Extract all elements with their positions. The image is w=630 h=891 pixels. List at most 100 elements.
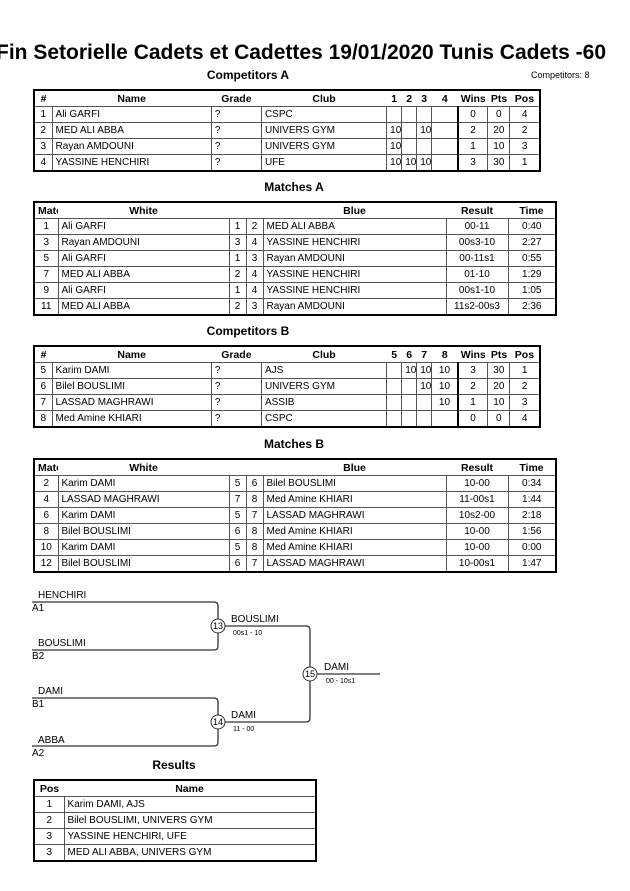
table-cell: MED ALI ABBA <box>51 122 212 139</box>
bracket-score: 00 - 10s1 <box>326 678 355 685</box>
table-row: 8 Med Amine KHIARI? CSPC 0 0 4 <box>33 410 541 428</box>
results-heading: Results <box>152 758 196 772</box>
column-header <box>246 202 263 219</box>
table-cell: 3 <box>456 154 489 172</box>
table-cell: UNIVERS GYM <box>260 138 388 155</box>
table-cell: 6 <box>33 378 53 395</box>
table-cell: 5 <box>228 507 247 524</box>
table-cell: ? <box>210 106 262 123</box>
column-header: # <box>40 92 47 105</box>
column-header: Wins <box>460 92 486 105</box>
match-number: 13 <box>213 621 223 631</box>
table-row: 2 MED ALI ABBA? UNIVERS GYM 10 10 2 20 2 <box>33 122 541 139</box>
header-row: Pos Name <box>34 780 316 797</box>
table-row: 6 Bilel BOUSLIMI? UNIVERS GYM 10 10 2 20 2 <box>33 378 541 395</box>
column-header: Result <box>460 461 494 474</box>
table-cell <box>386 362 403 379</box>
table-cell: MED ALI ABBA <box>57 298 230 316</box>
table-row: 4 LASSAD MAGHRAWI 7 8 Med Amine KHIARI 11-00s… <box>33 491 557 508</box>
table-cell: Bilel BOUSLIMI <box>262 475 447 492</box>
table-cell: 3 <box>509 138 541 155</box>
table-cell <box>431 410 459 428</box>
table-cell: 10 <box>431 378 459 395</box>
bracket-winner: BOUSLIMI <box>231 614 279 625</box>
table-cell: 3 <box>456 362 489 379</box>
column-header: Club <box>312 92 336 105</box>
table-cell: ? <box>210 410 262 428</box>
table-cell: 6 <box>228 523 247 540</box>
table-cell: 11 <box>33 298 59 316</box>
table-cell: 4 <box>33 491 59 508</box>
table-cell: 1 <box>33 106 53 123</box>
column-header: Name <box>117 92 146 105</box>
bracket-slot-name: HENCHIRI <box>38 590 86 601</box>
table-cell: Bilel BOUSLIMI <box>57 555 230 573</box>
table-cell: 10 <box>386 122 403 139</box>
header-row: # Name Grade Club 1 2 3 4 Wins Pts Pos <box>34 90 540 107</box>
column-header: Match <box>38 461 58 474</box>
table-cell: 7 <box>245 555 264 573</box>
bracket-score: 00s1 - 10 <box>233 630 262 637</box>
table-cell: 2:18 <box>507 507 557 524</box>
table-cell: 2 <box>509 378 541 395</box>
table-cell <box>386 378 403 395</box>
table-cell: 5 <box>228 539 247 556</box>
table-cell: 4 <box>509 410 541 428</box>
table-cell: ? <box>210 122 262 139</box>
table-cell: 10 <box>431 394 459 411</box>
table-cell: Bilel BOUSLIMI, UNIVERS GYM <box>63 812 317 829</box>
bracket-winner: DAMI <box>324 662 349 673</box>
table-cell: 3 <box>33 138 53 155</box>
table-row: 5 Karim DAMI? AJS 10 10 10 3 30 1 <box>33 362 541 379</box>
table-cell: ? <box>210 394 262 411</box>
table-cell <box>431 154 459 172</box>
table-row: 7 LASSAD MAGHRAWI? ASSIB 10 1 10 3 <box>33 394 541 411</box>
table-row: 2 Bilel BOUSLIMI, UNIVERS GYM <box>33 812 317 829</box>
table-cell: Karim DAMI <box>51 362 212 379</box>
column-header: Pts <box>490 348 508 361</box>
table-cell: 3 <box>509 394 541 411</box>
column-header <box>246 459 263 476</box>
table-cell: CSPC <box>260 106 388 123</box>
table-cell: 1 <box>456 394 489 411</box>
competitors-count: Competitors: 8 <box>531 70 590 80</box>
table-cell: 10 <box>401 154 418 172</box>
table-cell: 0:40 <box>507 218 557 235</box>
table-cell <box>401 122 418 139</box>
table-cell: Rayan AMDOUNI <box>262 298 447 316</box>
table-cell: 1 <box>228 218 247 235</box>
table-cell: Ali GARFI <box>57 218 230 235</box>
table-cell <box>431 138 459 155</box>
table-cell <box>401 138 418 155</box>
table-cell <box>386 394 403 411</box>
table-cell: 9 <box>33 282 59 299</box>
table-cell: 1:56 <box>507 523 557 540</box>
table-cell: Rayan AMDOUNI <box>262 250 447 267</box>
table-cell: 2 <box>33 475 59 492</box>
table-cell: 1 <box>509 154 541 172</box>
table-cell <box>416 138 433 155</box>
table-cell: 11-00s1 <box>445 491 509 508</box>
table-cell: 2:36 <box>507 298 557 316</box>
table-cell: LASSAD MAGHRAWI <box>57 491 230 508</box>
table-cell: 4 <box>245 266 264 283</box>
table-cell: 3 <box>245 298 264 316</box>
column-header: Blue <box>343 461 366 474</box>
table-cell: 10 <box>386 154 403 172</box>
column-header: 2 <box>406 92 413 105</box>
table-cell: 2 <box>245 218 264 235</box>
column-header: 4 <box>441 92 448 105</box>
table-cell: 4 <box>245 234 264 251</box>
table-cell: Rayan AMDOUNI <box>51 138 212 155</box>
table-cell: 00-11s1 <box>445 250 509 267</box>
column-header: Name <box>175 782 204 795</box>
matches-b-heading: Matches B <box>263 437 325 451</box>
table-cell: 8 <box>245 523 264 540</box>
bracket-winner: DAMI <box>231 710 256 721</box>
column-header: Name <box>117 348 146 361</box>
table-cell: 20 <box>487 378 511 395</box>
table-cell: UFE <box>260 154 388 172</box>
column-header: Pos <box>514 348 535 361</box>
table-cell: 5 <box>33 250 59 267</box>
table-cell: 0:34 <box>507 475 557 492</box>
